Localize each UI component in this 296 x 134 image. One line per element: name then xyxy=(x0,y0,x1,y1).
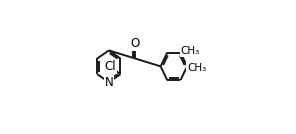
Text: O: O xyxy=(130,37,139,50)
Text: N: N xyxy=(104,76,113,89)
Text: CH₃: CH₃ xyxy=(187,63,206,73)
Text: CH₃: CH₃ xyxy=(181,46,200,56)
Text: Cl: Cl xyxy=(104,60,116,73)
